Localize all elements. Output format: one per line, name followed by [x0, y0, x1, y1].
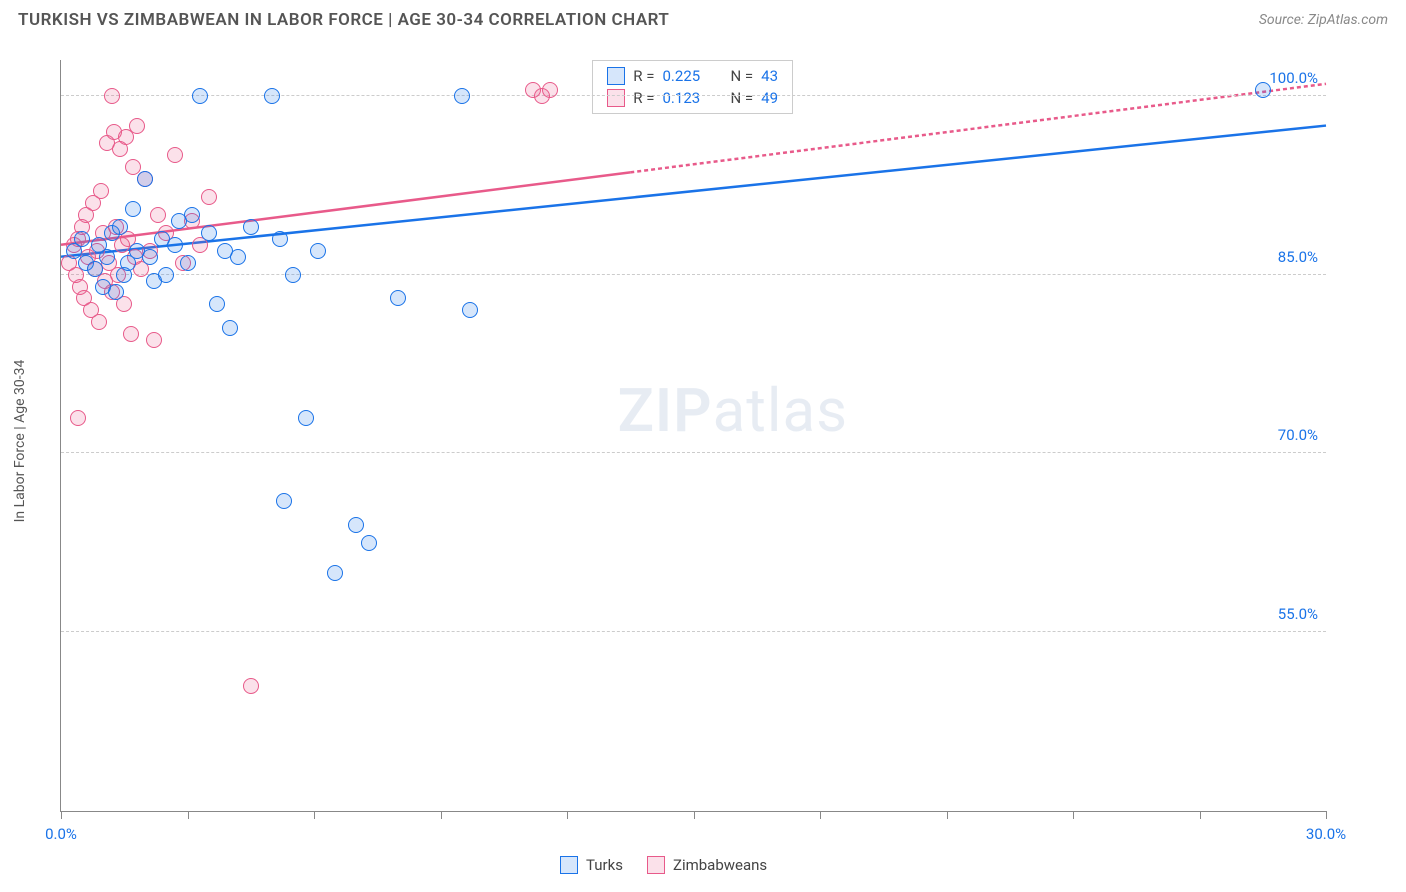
ytick-label: 55.0%: [1278, 605, 1318, 623]
legend-n-value-zimb: 49: [761, 89, 778, 107]
xtick: [1326, 811, 1327, 819]
data-point-turks: [243, 219, 259, 235]
data-point-turks: [264, 88, 280, 104]
data-point-turks: [112, 219, 128, 235]
data-point-turks: [184, 207, 200, 223]
gridline-h: [61, 631, 1326, 632]
data-point-turks: [272, 231, 288, 247]
xtick: [1073, 811, 1074, 819]
source-label: Source: ZipAtlas.com: [1259, 12, 1388, 28]
data-point-zimbabweans: [125, 159, 141, 175]
xtick-label: 0.0%: [45, 825, 77, 843]
data-point-turks: [361, 535, 377, 551]
data-point-turks: [167, 237, 183, 253]
ytick-label: 100.0%: [1269, 69, 1318, 87]
data-point-turks: [192, 88, 208, 104]
data-point-zimbabweans: [167, 147, 183, 163]
data-point-turks: [462, 302, 478, 318]
data-point-turks: [201, 225, 217, 241]
legend-stats-box: R = 0.225 N = 43 R = 0.123 N = 49: [592, 60, 793, 114]
data-point-turks: [230, 249, 246, 265]
data-point-zimbabweans: [129, 118, 145, 134]
swatch-turks: [560, 856, 578, 874]
xtick-label: 30.0%: [1306, 825, 1346, 843]
data-point-zimbabweans: [542, 82, 558, 98]
data-point-turks: [158, 267, 174, 283]
swatch-zimbabweans: [607, 89, 625, 107]
data-point-zimbabweans: [70, 410, 86, 426]
xtick: [694, 811, 695, 819]
legend-item-zimb: Zimbabweans: [647, 856, 767, 874]
data-point-turks: [1255, 82, 1271, 98]
trend-lines-layer: [61, 60, 1326, 811]
data-point-turks: [74, 231, 90, 247]
data-point-turks: [276, 493, 292, 509]
legend-n-value-turks: 43: [761, 67, 778, 85]
gridline-h: [61, 274, 1326, 275]
data-point-zimbabweans: [243, 678, 259, 694]
data-point-turks: [99, 249, 115, 265]
gridline-h: [61, 452, 1326, 453]
ytick-label: 85.0%: [1278, 248, 1318, 266]
data-point-turks: [222, 320, 238, 336]
legend-n-label: N =: [731, 67, 754, 85]
data-point-turks: [454, 88, 470, 104]
xtick: [441, 811, 442, 819]
gridline-h: [61, 95, 1326, 96]
watermark: ZIPatlas: [618, 375, 849, 446]
data-point-turks: [137, 171, 153, 187]
xtick: [1200, 811, 1201, 819]
data-point-zimbabweans: [93, 183, 109, 199]
data-point-turks: [348, 517, 364, 533]
legend-r-value-zimb: 0.123: [663, 89, 713, 107]
plot-area: ZIPatlas R = 0.225 N = 43 R = 0.123 N = …: [60, 60, 1326, 812]
data-point-turks: [285, 267, 301, 283]
data-point-turks: [180, 255, 196, 271]
xtick: [188, 811, 189, 819]
data-point-turks: [142, 249, 158, 265]
xtick: [567, 811, 568, 819]
legend-r-label: R =: [633, 67, 654, 85]
data-point-turks: [125, 201, 141, 217]
chart-container: In Labor Force | Age 30-34 ZIPatlas R = …: [40, 50, 1396, 832]
data-point-zimbabweans: [91, 314, 107, 330]
chart-title: TURKISH VS ZIMBABWEAN IN LABOR FORCE | A…: [18, 10, 669, 30]
data-point-turks: [108, 284, 124, 300]
legend-n-label: N =: [731, 89, 754, 107]
legend-item-turks: Turks: [560, 856, 623, 874]
data-point-zimbabweans: [123, 326, 139, 342]
data-point-turks: [209, 296, 225, 312]
data-point-zimbabweans: [150, 207, 166, 223]
trend-line: [61, 126, 1326, 257]
data-point-zimbabweans: [201, 189, 217, 205]
legend-label-turks: Turks: [586, 856, 623, 874]
legend-stats-row-zimb: R = 0.123 N = 49: [593, 87, 792, 109]
y-axis-label: In Labor Force | Age 30-34: [12, 360, 28, 523]
legend-stats-row-turks: R = 0.225 N = 43: [593, 65, 792, 87]
data-point-zimbabweans: [104, 88, 120, 104]
data-point-turks: [298, 410, 314, 426]
legend-label-zimb: Zimbabweans: [673, 856, 767, 874]
xtick: [947, 811, 948, 819]
swatch-zimbabweans: [647, 856, 665, 874]
xtick: [314, 811, 315, 819]
watermark-bold: ZIP: [618, 375, 713, 446]
data-point-turks: [390, 290, 406, 306]
data-point-turks: [310, 243, 326, 259]
ytick-label: 70.0%: [1278, 426, 1318, 444]
xtick: [820, 811, 821, 819]
legend-bottom: Turks Zimbabweans: [560, 856, 767, 874]
legend-r-label: R =: [633, 89, 654, 107]
legend-r-value-turks: 0.225: [663, 67, 713, 85]
swatch-turks: [607, 67, 625, 85]
watermark-rest: atlas: [713, 375, 848, 446]
data-point-turks: [327, 565, 343, 581]
xtick: [61, 811, 62, 819]
data-point-zimbabweans: [146, 332, 162, 348]
data-point-turks: [87, 261, 103, 277]
